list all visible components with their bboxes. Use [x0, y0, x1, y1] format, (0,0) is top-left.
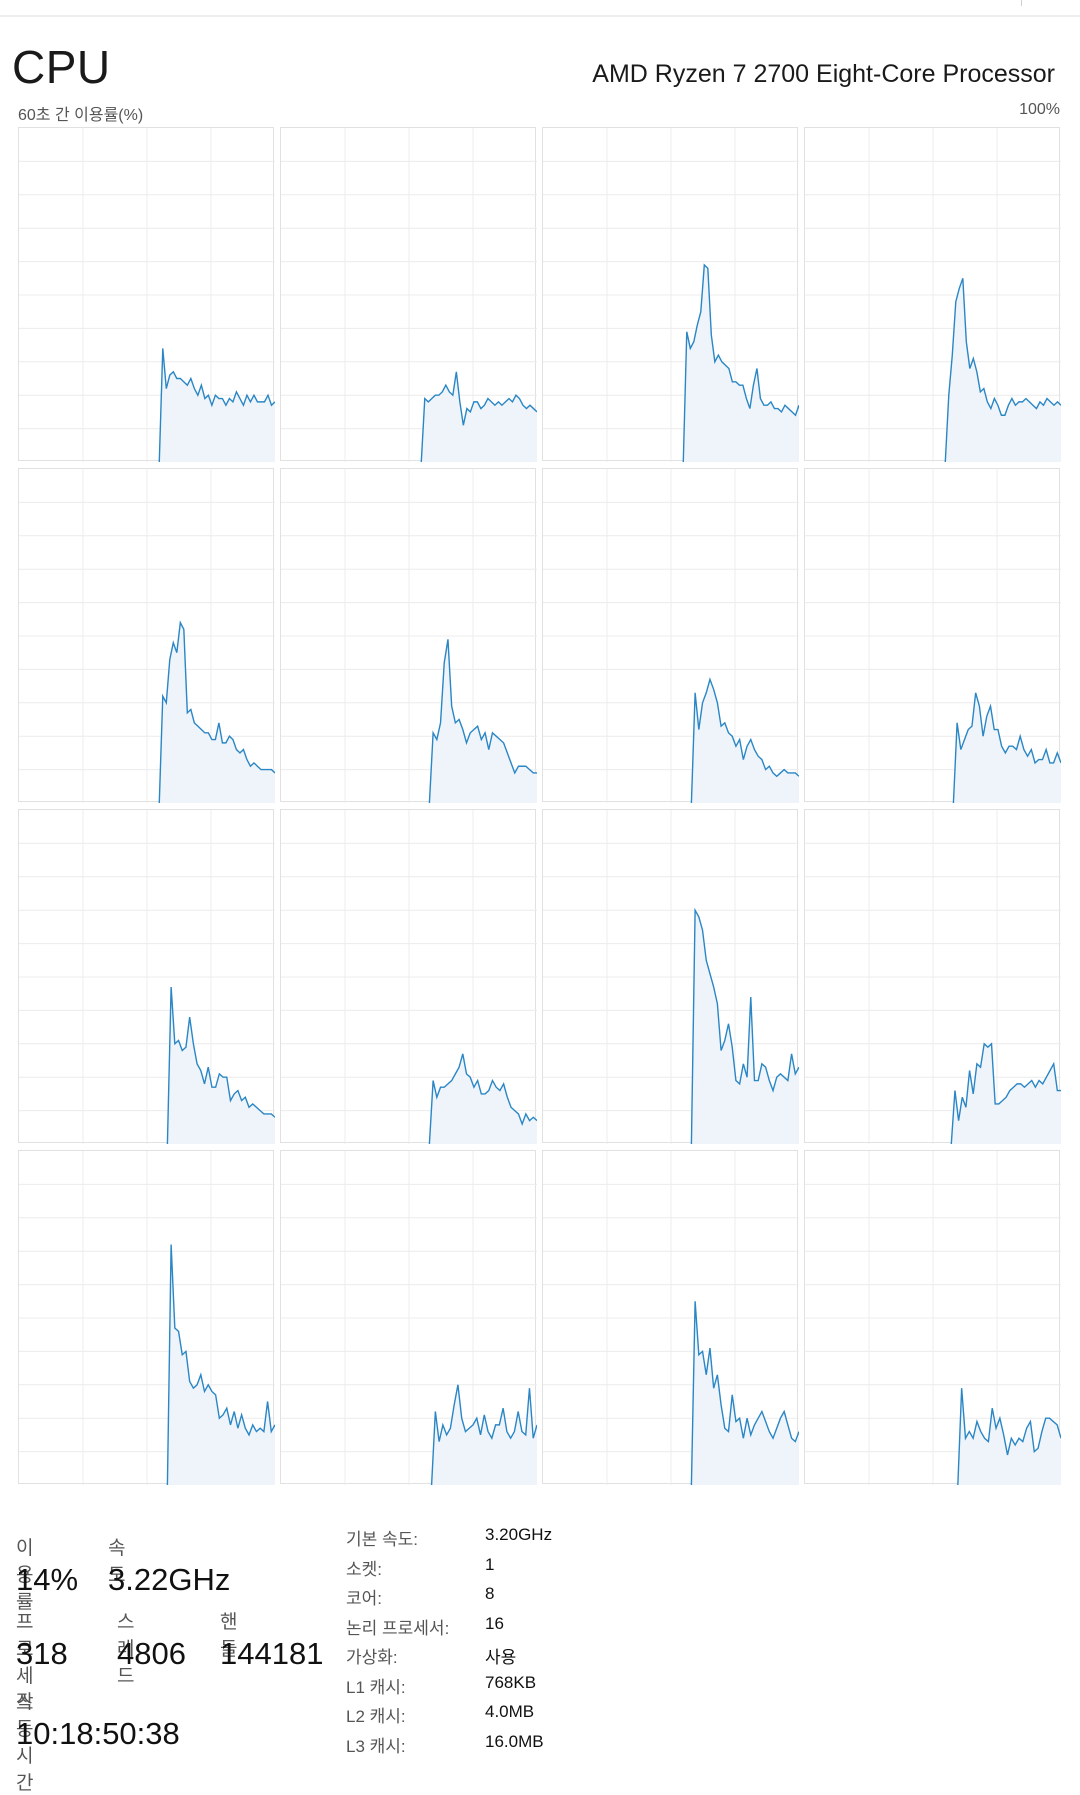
core-graph-svg: [805, 810, 1061, 1144]
usage-area: [429, 639, 537, 803]
spec-l3-cache-key: L3 캐시:: [346, 1737, 406, 1756]
spec-logical-processors-key: 논리 프로세서:: [346, 1619, 450, 1638]
usage-area: [421, 371, 537, 462]
handles-value: 144181: [220, 1636, 324, 1671]
usage-area: [691, 910, 799, 1144]
usage-area: [429, 1053, 537, 1144]
usage-area: [167, 1244, 275, 1485]
spec-l3-cache-value: 16.0MB: [485, 1732, 544, 1751]
core-graph-4: [18, 468, 275, 803]
core-graph-svg: [805, 469, 1061, 803]
core-graph-14: [542, 1150, 799, 1485]
core-graph-svg: [19, 1151, 275, 1485]
usage-line: [430, 1384, 537, 1485]
usage-line: [158, 620, 275, 803]
header-divider: [0, 15, 1080, 17]
core-graph-13: [280, 1150, 537, 1485]
core-graph-7: [804, 468, 1061, 803]
usage-line: [158, 348, 275, 462]
usage-line: [690, 677, 799, 803]
core-graph-3: [804, 127, 1061, 462]
spec-l2-cache-key: L2 캐시:: [346, 1707, 406, 1726]
core-graph-9: [280, 809, 537, 1144]
spec-base-speed-key: 기본 속도:: [346, 1530, 419, 1549]
core-graph-svg: [281, 810, 537, 1144]
usage-line: [428, 1053, 537, 1144]
speed-label: 속도: [108, 1538, 126, 1586]
core-graph-10: [542, 809, 799, 1144]
core-graph-15: [804, 1150, 1061, 1485]
spec-l2-cache-value: 4.0MB: [485, 1702, 535, 1721]
core-graph-6: [542, 468, 799, 803]
usage-area: [951, 1043, 1061, 1144]
core-graph-svg: [19, 128, 275, 462]
core-graph-svg: [19, 810, 275, 1144]
handles-label: 핸들: [220, 1612, 238, 1660]
spec-virtualization-value: 사용: [485, 1648, 517, 1667]
usage-area: [691, 1301, 799, 1485]
spec-cores-value: 8: [485, 1584, 495, 1603]
usage-line: [428, 639, 537, 803]
usage-area: [945, 278, 1061, 462]
usage-label: 이용률: [16, 1538, 34, 1613]
core-graph-8: [18, 809, 275, 1144]
usage-line: [690, 907, 799, 1144]
threads-label: 스레드: [117, 1612, 135, 1687]
processor-name: AMD Ryzen 7 2700 Eight-Core Processor: [592, 60, 1055, 88]
spec-l1-cache-key: L1 캐시:: [346, 1678, 406, 1697]
core-graph-svg: [805, 1151, 1061, 1485]
speed-value: 3.22GHz: [108, 1562, 231, 1597]
core-graph-svg: [281, 469, 537, 803]
core-graph-svg: [543, 469, 799, 803]
core-graph-11: [804, 809, 1061, 1144]
usage-area: [431, 1384, 537, 1485]
spec-sockets-key: 소켓:: [346, 1560, 383, 1579]
core-graph-12: [18, 1150, 275, 1485]
spec-l1-cache-value: 768KB: [485, 1673, 537, 1692]
spec-virtualization-key: 가상화:: [346, 1648, 398, 1667]
usage-line: [166, 1244, 275, 1485]
usage-line: [952, 692, 1061, 803]
usage-area: [957, 1388, 1061, 1485]
usage-line: [944, 278, 1061, 462]
usage-area: [691, 679, 799, 803]
usage-area: [953, 692, 1061, 803]
spec-sockets-value: 1: [485, 1555, 495, 1574]
core-graph-2: [542, 127, 799, 462]
core-graph-svg: [19, 469, 275, 803]
core-graph-5: [280, 468, 537, 803]
core-graph-0: [18, 127, 275, 462]
window-edge-tick: [1021, 0, 1022, 6]
processes-label: 프로세스: [16, 1612, 34, 1714]
core-graph-svg: [281, 128, 537, 462]
graph-max-label: 100%: [1019, 101, 1060, 118]
usage-line: [420, 371, 537, 462]
page-title: CPU: [12, 41, 111, 93]
usage-line: [682, 263, 799, 462]
usage-line: [957, 1388, 1061, 1485]
core-graph-svg: [543, 1151, 799, 1485]
uptime-value: 10:18:50:38: [16, 1716, 180, 1751]
spec-base-speed-value: 3.20GHz: [485, 1525, 553, 1544]
core-graph-1: [280, 127, 537, 462]
spec-cores-key: 코어:: [346, 1589, 383, 1608]
core-graph-svg: [281, 1151, 537, 1485]
usage-line: [166, 986, 275, 1144]
core-graph-svg: [805, 128, 1061, 462]
core-graph-svg: [543, 128, 799, 462]
usage-line: [690, 1301, 799, 1485]
spec-logical-processors-value: 16: [485, 1614, 504, 1633]
graph-caption: 60초 간 이용률(%): [18, 107, 144, 124]
threads-value: 4806: [117, 1636, 186, 1671]
usage-area: [159, 348, 275, 462]
usage-area: [683, 264, 799, 462]
processes-value: 318: [16, 1636, 68, 1671]
usage-line: [950, 1042, 1061, 1144]
usage-value: 14%: [16, 1562, 79, 1597]
core-graph-svg: [543, 810, 799, 1144]
